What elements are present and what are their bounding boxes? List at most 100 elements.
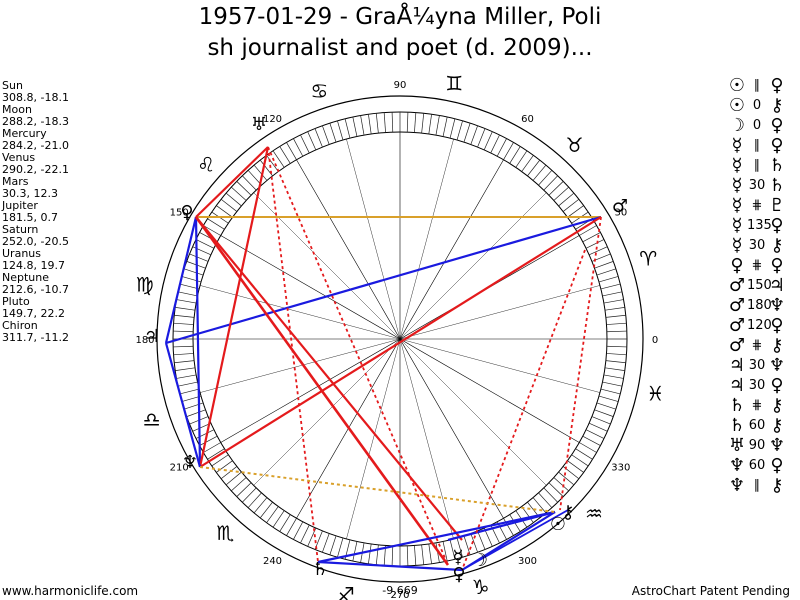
planet-coords-chiron: 311.7, -11.2 [2, 331, 69, 344]
planet-name-neptune: Neptune [2, 271, 50, 284]
aspect-planet-glyph: ⚷ [770, 415, 784, 436]
degree-tick [605, 360, 626, 364]
aspect-planet-glyph: ☿ [731, 175, 743, 196]
aspect-planet-glyph: ♄ [768, 155, 786, 176]
aspect-row: ♄ 60 ⚷ [727, 416, 797, 436]
degree-tick [220, 198, 238, 212]
aspect-planet-glyph: ☿ [731, 235, 743, 256]
aspect-row: ♅ 90 ♆ [727, 436, 797, 456]
degree-tick [266, 155, 279, 172]
aspect-planet-glyph: ♀ [770, 135, 784, 156]
mercury-glyph: ☿ [452, 547, 463, 568]
pisces-glyph: ♓ [646, 381, 664, 405]
degree-tick [594, 409, 614, 417]
sign-glyphs: ♈ ♉ ♊ ♋ ♌ ♍ ♎ ♏ ♐ ♑ ♒ ♓ [136, 72, 665, 600]
cancer-glyph: ♋ [310, 79, 328, 103]
planet-name-uranus: Uranus [2, 247, 41, 260]
degree-tick [406, 545, 409, 566]
aspect-row: ☿ ⋕ ♇ [727, 196, 797, 216]
aspect-planet-glyph: ⚷ [770, 395, 784, 416]
degree-tick [375, 113, 379, 134]
degree-label: 180 [135, 335, 154, 346]
degree-tick [585, 429, 605, 439]
degree-tick [606, 330, 627, 333]
degree-tick [211, 454, 229, 467]
degree-tick [322, 125, 330, 145]
degree-tick [503, 142, 514, 160]
planet-name-venus: Venus [2, 151, 36, 164]
aspect-planet-glyph: ☿ [731, 155, 743, 176]
aspect-planet-glyph: ♇ [768, 195, 786, 216]
aspect-line [199, 216, 602, 468]
aspect-row: ♆ 60 ♀ [727, 456, 797, 476]
degree-tick [177, 291, 198, 297]
degree-label: 0 [652, 335, 658, 346]
degree-tick [598, 276, 619, 283]
aspect-planet-glyph: ♆ [768, 355, 786, 376]
aspect-angle: ⋕ [751, 198, 763, 213]
degree-label: 150 [170, 208, 189, 219]
degree-tick [470, 533, 478, 553]
aspect-planet-glyph: ♆ [728, 455, 746, 476]
aspect-line [165, 215, 602, 345]
degree-tick [521, 506, 534, 523]
aspect-planet-glyph: ♄ [728, 395, 746, 416]
aspect-row: ☽ 0 ♀ [727, 116, 797, 136]
degree-labels: 90 120 60 150 30 180 0 210 330 240 300 270-9,669 [135, 80, 658, 600]
degree-tick [600, 283, 621, 290]
aspect-angle: 30 [748, 178, 766, 193]
bottom-value: -9,669 [382, 584, 417, 597]
zodiac-ring [156, 95, 644, 583]
degree-tick [272, 510, 285, 528]
aspect-planet-glyph: ⚷ [770, 475, 784, 496]
aspect-planet-glyph: ♀ [730, 255, 744, 276]
degree-tick [602, 381, 623, 387]
degree-label: 270 [390, 590, 409, 600]
degree-tick [344, 118, 351, 139]
degree-tick [184, 402, 204, 410]
degree-tick [588, 422, 608, 432]
aspect-planet-glyph: ♅ [728, 435, 746, 456]
degree-tick [532, 164, 547, 181]
aspect-angle: ⋕ [751, 338, 763, 353]
aspect-planet-glyph: ♃ [768, 275, 786, 296]
degree-tick [337, 120, 344, 141]
aspect-row: ♂ 150 ♃ [727, 276, 797, 296]
aspect-row: ☿ 30 ⚷ [727, 236, 797, 256]
aspect-line [447, 510, 556, 542]
degree-tick [585, 239, 605, 249]
degree-tick [391, 545, 394, 566]
degree-tick [203, 442, 221, 453]
degree-tick [174, 360, 195, 364]
degree-tick [558, 471, 575, 486]
aspect-planet-glyph: ☉ [728, 75, 746, 96]
aspect-line [164, 216, 198, 344]
degree-tick [503, 518, 514, 536]
aspect-row: ☿ 30 ♄ [727, 176, 797, 196]
leo-glyph: ♌ [197, 152, 215, 176]
degree-tick [195, 239, 215, 249]
planet-name-mars: Mars [2, 175, 29, 188]
planet-coords-pluto: 149.7, 22.2 [2, 307, 65, 320]
aspect-planet-glyph: ♀ [770, 115, 784, 136]
aspect-line [195, 216, 463, 541]
aspect-angle: 30 [748, 238, 766, 253]
degree-tick [186, 409, 206, 417]
degree-tick [548, 181, 564, 196]
degree-tick [176, 374, 197, 379]
degree-tick [553, 477, 569, 492]
planet-position-list: Sun 308.8, -18.1 Moon 288.2, -18.3 Mercury 28… [2, 80, 69, 344]
site-link[interactable]: www.harmoniclife.com [2, 584, 139, 598]
degree-tick [242, 487, 257, 503]
degree-tick [490, 134, 500, 154]
degree-label: 240 [263, 556, 282, 567]
chiron-glyph: ⚷ [561, 502, 574, 523]
aspect-angle: 120 [747, 318, 772, 333]
degree-label: 30 [614, 208, 627, 219]
aspect-line [199, 466, 556, 513]
planet-coords-sun: 308.8, -18.1 [2, 91, 69, 104]
degree-tick [173, 322, 194, 325]
degree-tick [184, 268, 204, 276]
degree-tick [604, 367, 625, 371]
degree-tick [606, 345, 627, 348]
